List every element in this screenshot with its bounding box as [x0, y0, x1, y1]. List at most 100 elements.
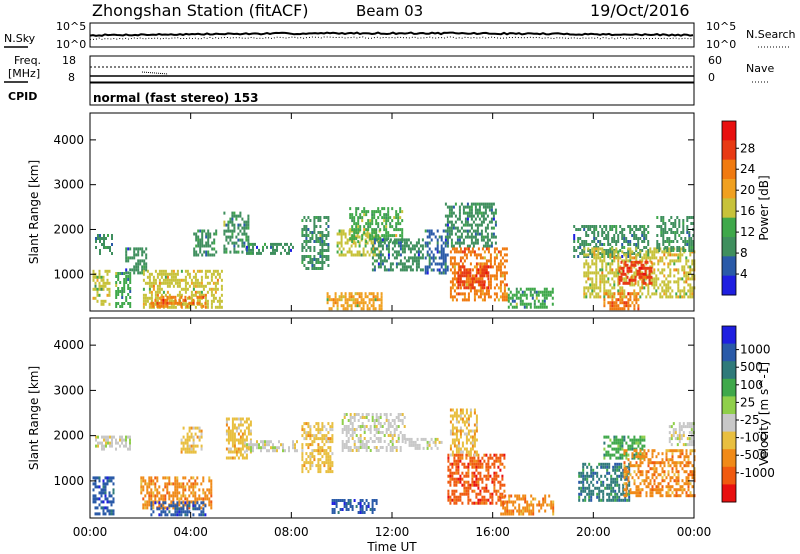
- echo-cell: [664, 228, 667, 231]
- echo-cell: [456, 235, 459, 239]
- echo-cell: [262, 440, 264, 444]
- echo-cell: [605, 292, 608, 296]
- echo-cell: [461, 411, 464, 415]
- echo-cell: [627, 304, 630, 308]
- echo-cell: [319, 261, 322, 264]
- echo-cell: [196, 299, 199, 303]
- echo-cell: [461, 492, 464, 496]
- echo-cell: [148, 272, 151, 276]
- echo-cell: [603, 280, 606, 284]
- echo-cell: [210, 506, 213, 510]
- echo-cell: [687, 277, 690, 281]
- echo-cell: [471, 447, 474, 451]
- echo-cell: [595, 243, 598, 246]
- echo-cell: [340, 244, 343, 248]
- echo-cell: [391, 443, 394, 446]
- echo-cell: [455, 498, 458, 502]
- echo-cell: [337, 511, 340, 514]
- echo-cell: [461, 250, 464, 254]
- echo-cell: [583, 292, 586, 296]
- echo-cell: [452, 211, 455, 215]
- echo-cell: [369, 219, 372, 223]
- echo-cell: [243, 223, 246, 227]
- echo-cell: [216, 287, 219, 291]
- echo-cell: [278, 440, 280, 444]
- echo-cell: [463, 250, 466, 254]
- echo-cell: [160, 269, 163, 273]
- echo-cell: [212, 299, 215, 303]
- echo-cell: [438, 268, 441, 272]
- echo-cell: [620, 260, 623, 264]
- echo-cell: [362, 298, 365, 302]
- echo-cell: [578, 471, 581, 475]
- echo-cell: [192, 491, 195, 495]
- echo-cell: [647, 256, 650, 260]
- echo-cell: [622, 266, 625, 270]
- echo-cell: [243, 420, 246, 424]
- echo-cell: [627, 307, 630, 311]
- echo-cell: [359, 505, 362, 508]
- echo-cell: [633, 274, 636, 278]
- echo-cell: [486, 226, 489, 230]
- echo-cell: [100, 284, 103, 288]
- echo-cell: [104, 506, 107, 510]
- echo-cell: [96, 512, 99, 516]
- echo-cell: [360, 307, 363, 311]
- echo-cell: [401, 240, 404, 244]
- echo-cell: [615, 240, 618, 243]
- echo-cell: [176, 476, 179, 480]
- echo-cell: [158, 304, 161, 308]
- echo-cell: [596, 474, 599, 478]
- echo-cell: [436, 268, 439, 272]
- echo-cell: [494, 211, 497, 215]
- echo-cell: [685, 277, 688, 281]
- echo-cell: [176, 301, 179, 305]
- echo-cell: [356, 304, 359, 308]
- echo-cell: [129, 302, 132, 305]
- echo-cell: [186, 296, 189, 300]
- echo-cell: [489, 495, 492, 499]
- echo-cell: [436, 238, 439, 242]
- echo-cell: [391, 425, 394, 428]
- echo-cell: [633, 234, 636, 237]
- echo-cell: [237, 238, 240, 242]
- echo-cell: [156, 494, 159, 498]
- echo-cell: [525, 293, 528, 297]
- echo-cell: [467, 462, 470, 466]
- echo-cell: [212, 296, 215, 300]
- echo-cell: [628, 278, 631, 282]
- echo-cell: [323, 216, 326, 219]
- echo-cell: [115, 290, 118, 293]
- echo-cell: [397, 262, 400, 266]
- echo-cell: [481, 286, 484, 290]
- echo-cell: [233, 441, 236, 445]
- echo-cell: [490, 217, 493, 221]
- echo-cell: [154, 281, 157, 285]
- echo-cell: [501, 292, 504, 296]
- echo-cell: [637, 228, 640, 231]
- echo-cell: [635, 268, 638, 272]
- echo-cell: [633, 292, 636, 296]
- echo-cell: [315, 267, 318, 270]
- echo-cell: [469, 462, 472, 466]
- echo-cell: [98, 512, 101, 516]
- echo-cell: [190, 491, 193, 495]
- echo-cell: [186, 441, 189, 445]
- echo-cell: [200, 435, 203, 439]
- echo-cell: [465, 492, 468, 496]
- echo-cell: [371, 505, 374, 508]
- echo-cell: [178, 510, 181, 514]
- echo-cell: [208, 488, 211, 492]
- echo-cell: [611, 307, 614, 311]
- echo-cell: [587, 268, 590, 272]
- echo-cell: [457, 292, 460, 296]
- echo-cell: [476, 214, 479, 218]
- echo-cell: [461, 280, 464, 284]
- echo-cell: [202, 293, 205, 297]
- echo-cell: [301, 219, 304, 222]
- echo-cell: [325, 455, 328, 459]
- echo-cell: [315, 216, 318, 219]
- echo-cell: [104, 497, 107, 501]
- echo-cell: [377, 416, 380, 419]
- echo-cell: [391, 219, 394, 223]
